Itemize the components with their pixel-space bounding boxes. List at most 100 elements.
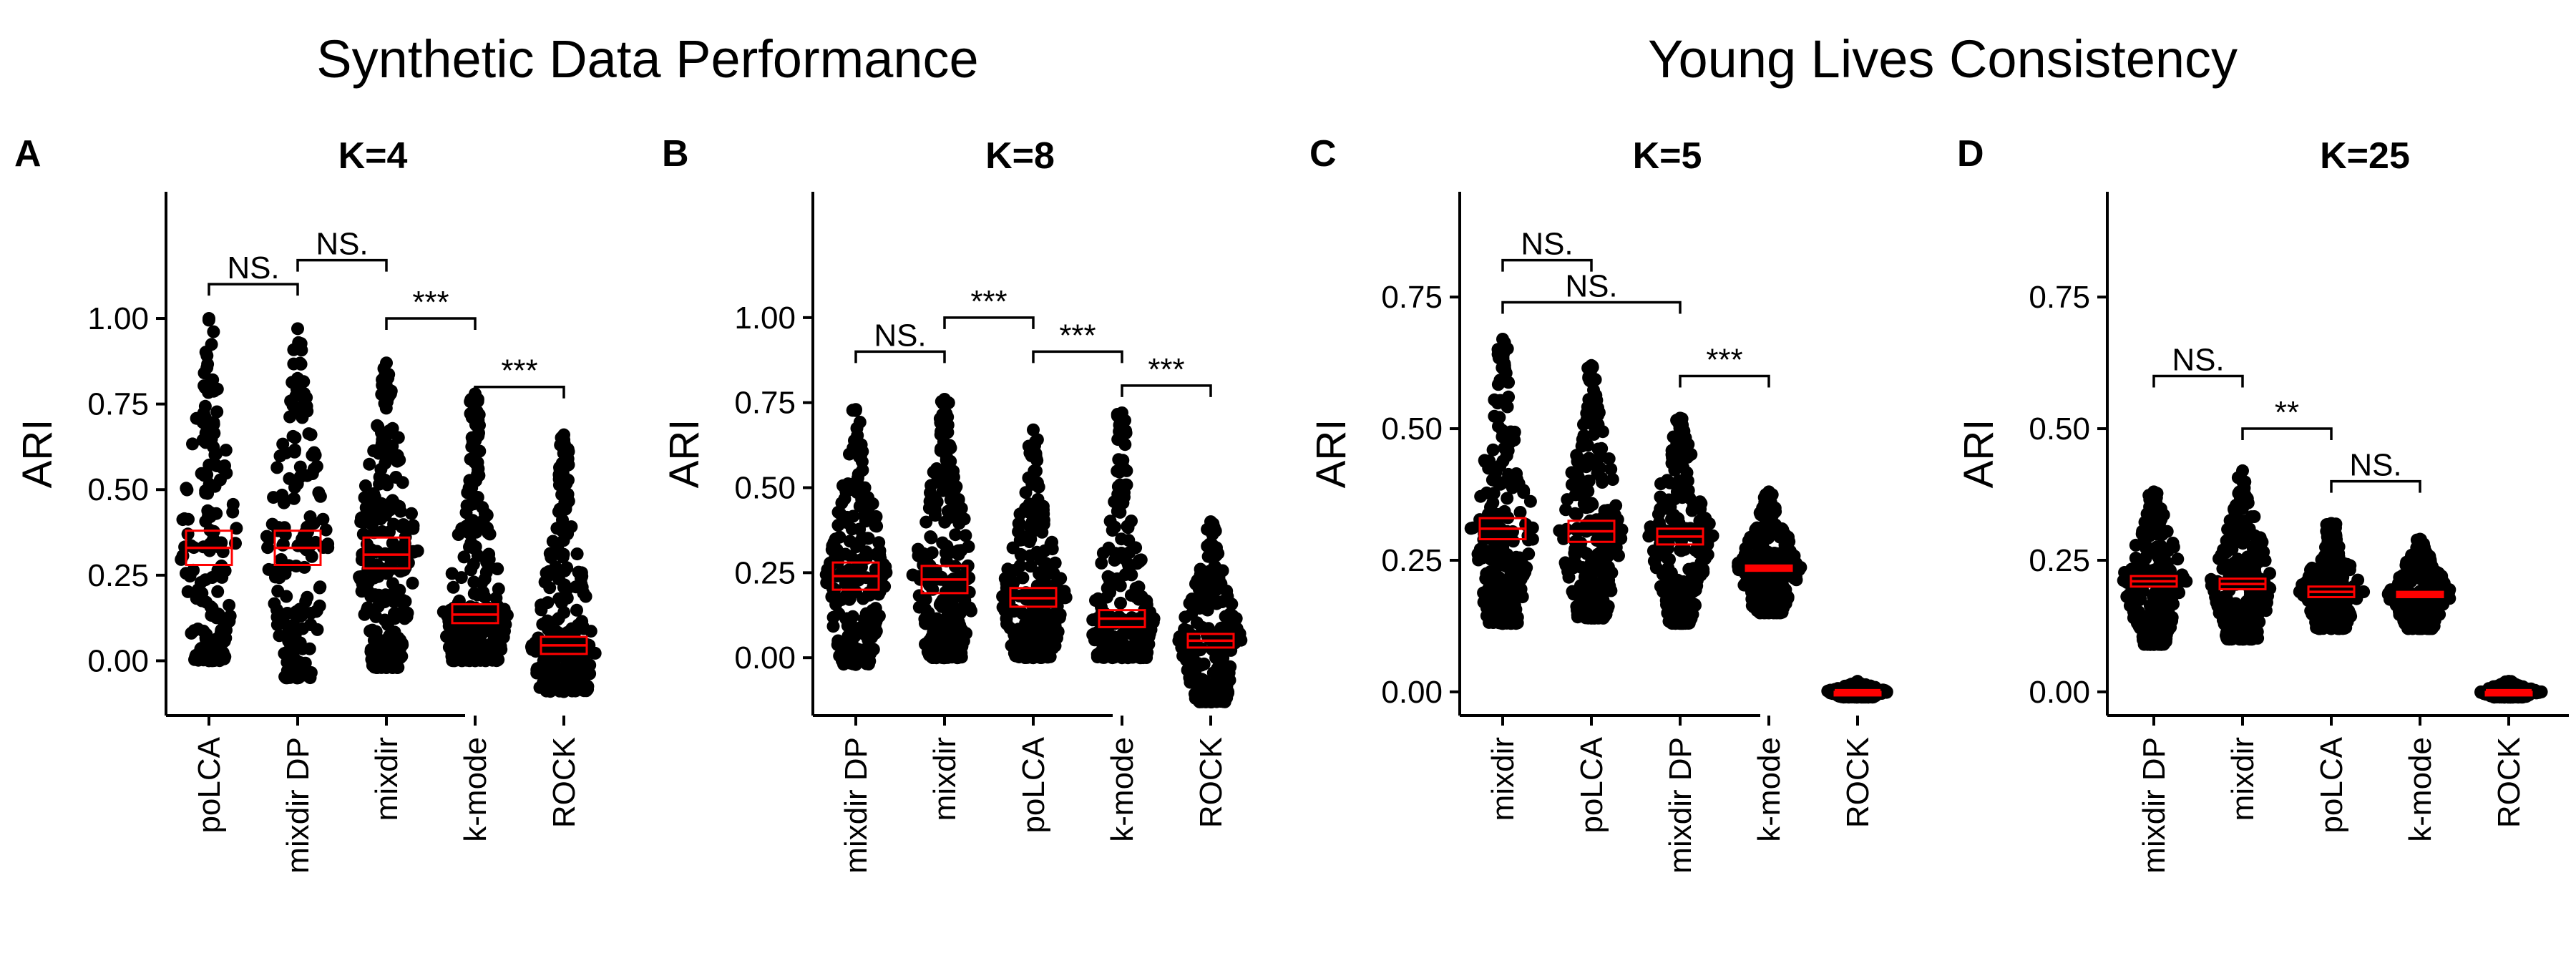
data-point — [1683, 492, 1697, 505]
data-point — [1091, 592, 1105, 605]
data-point — [181, 585, 195, 598]
data-point — [1583, 374, 1596, 387]
data-point — [942, 474, 955, 488]
data-point — [177, 512, 191, 525]
data-point — [2147, 568, 2160, 582]
data-point — [471, 549, 484, 562]
group-title-young-lives: Young Lives Consistency — [1648, 29, 2238, 89]
data-point — [938, 515, 952, 529]
x-tick-label: k-mode — [1105, 737, 1140, 842]
data-point — [1125, 514, 1138, 528]
data-point — [2416, 573, 2429, 587]
data-point — [927, 625, 940, 639]
x-tick-label: poLCA — [192, 736, 227, 833]
data-point — [2414, 532, 2426, 546]
data-point — [308, 449, 322, 462]
data-point — [475, 576, 489, 590]
data-point — [1045, 635, 1058, 648]
data-point — [1596, 542, 1609, 555]
y-tick-label: 0.50 — [734, 471, 796, 506]
data-point — [1211, 576, 1224, 589]
data-point — [2161, 602, 2175, 615]
data-point — [1667, 430, 1680, 444]
data-point — [2231, 527, 2245, 540]
data-point — [2224, 579, 2238, 592]
x-tick-label: mixdir — [927, 737, 962, 821]
data-point — [2155, 512, 2168, 526]
data-point — [187, 624, 201, 638]
data-point — [541, 596, 555, 610]
significance-label: NS. — [227, 250, 279, 286]
data-point — [199, 514, 213, 528]
significance-label: *** — [412, 285, 449, 320]
data-point — [394, 607, 408, 620]
data-point — [2248, 510, 2261, 523]
x-tick-label: mixdir DP — [2137, 737, 2172, 874]
significance-bracket — [385, 317, 477, 331]
data-point — [464, 536, 478, 550]
data-point — [570, 603, 583, 617]
data-point — [1022, 505, 1035, 519]
data-point — [2236, 537, 2250, 550]
data-point — [835, 496, 849, 509]
data-point — [849, 403, 862, 416]
data-point — [1035, 639, 1048, 653]
data-point — [832, 639, 846, 653]
data-point — [1122, 534, 1136, 547]
data-point — [1208, 560, 1221, 573]
data-point — [2384, 592, 2396, 606]
panel-title: K=8 — [985, 135, 1055, 177]
significance-bracket — [474, 385, 565, 399]
data-point — [1585, 611, 1598, 625]
data-point — [543, 581, 557, 595]
data-point — [1657, 502, 1670, 516]
data-point — [464, 514, 478, 527]
data-point — [847, 509, 860, 523]
x-tick-label: mixdir — [2225, 737, 2260, 821]
data-point — [203, 458, 216, 472]
data-point — [1677, 461, 1690, 474]
data-point — [2136, 537, 2150, 550]
data-point — [180, 483, 194, 497]
data-point — [919, 617, 932, 630]
data-point — [1496, 424, 1509, 437]
data-point — [1776, 523, 1790, 537]
data-point — [181, 527, 195, 541]
data-point — [2306, 608, 2319, 621]
data-point — [940, 555, 953, 567]
data-point — [1485, 473, 1499, 487]
data-point — [1473, 542, 1487, 556]
data-point — [1506, 553, 1520, 567]
data-point — [280, 655, 294, 669]
data-point — [280, 590, 293, 603]
data-point — [1501, 525, 1514, 538]
data-point — [2140, 550, 2153, 564]
y-axis-label: ARI — [1308, 419, 1355, 489]
data-point — [471, 456, 484, 469]
data-point — [576, 620, 590, 633]
data-point — [201, 357, 215, 371]
data-point — [389, 542, 403, 555]
data-point — [543, 547, 557, 560]
data-point — [283, 472, 296, 485]
data-point — [363, 457, 376, 471]
significance-bracket — [296, 258, 388, 272]
data-point — [1565, 478, 1579, 492]
data-point — [841, 477, 855, 491]
data-point — [962, 540, 975, 553]
data-point — [454, 571, 468, 585]
data-point — [1125, 568, 1138, 582]
data-point — [1192, 582, 1206, 596]
data-point — [362, 575, 376, 589]
data-point — [1048, 619, 1062, 633]
data-point — [393, 583, 406, 597]
data-point — [2172, 586, 2186, 600]
data-point — [1683, 594, 1697, 608]
data-point — [1208, 542, 1221, 555]
data-point — [1493, 342, 1506, 356]
y-tick-label: 0.25 — [87, 558, 149, 593]
data-point — [2336, 616, 2349, 630]
data-point — [1096, 547, 1110, 560]
y-tick-label: 0.00 — [87, 643, 149, 678]
